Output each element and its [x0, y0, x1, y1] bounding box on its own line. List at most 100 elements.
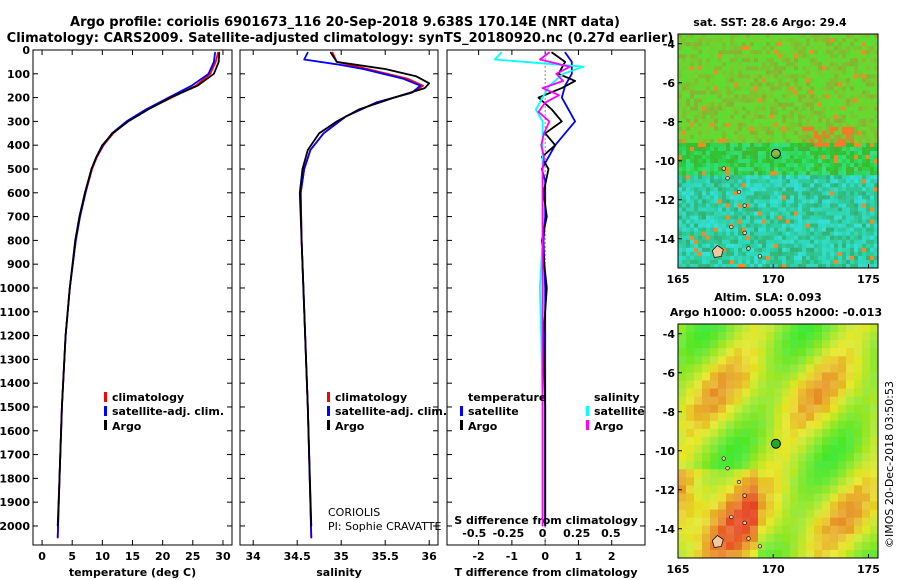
- map-cell: [686, 42, 691, 47]
- map-cell: [702, 356, 711, 365]
- map-cell: [794, 94, 799, 99]
- map-cell: [730, 46, 735, 51]
- map-cell: [850, 122, 855, 128]
- map-cell: [702, 142, 707, 148]
- map-cell: [806, 195, 811, 200]
- map-cell: [686, 223, 691, 229]
- map-cell: [758, 142, 763, 148]
- map-cell: [782, 171, 787, 176]
- map-cell: [710, 501, 719, 510]
- x-axis-label: salinity: [316, 566, 362, 579]
- map-cell: [778, 259, 783, 265]
- map-cell: [826, 215, 831, 220]
- map-cell: [766, 380, 775, 389]
- data-point: [78, 215, 81, 218]
- map-cell: [734, 493, 743, 502]
- map-cell: [754, 42, 759, 47]
- map-cell: [762, 235, 767, 241]
- map-cell: [814, 215, 819, 220]
- sla-map: 165 170 175-4-6-8-10-12-14: [655, 323, 880, 576]
- map-cell: [734, 187, 739, 192]
- map-cell: [694, 90, 699, 95]
- map-cell: [822, 179, 827, 184]
- map-cell: [682, 106, 687, 112]
- map-cell: [758, 364, 767, 373]
- map-cell: [834, 255, 839, 261]
- map-cell: [858, 155, 863, 160]
- map-cell: [782, 340, 791, 349]
- map-cell: [870, 239, 875, 245]
- map-cell: [726, 151, 731, 156]
- map-cell: [706, 130, 711, 136]
- map-cell: [822, 98, 827, 103]
- series-line-climatology: [56, 52, 219, 538]
- map-cell: [714, 146, 719, 152]
- map-cell: [742, 70, 747, 75]
- map-cell: [846, 114, 851, 120]
- map-cell: [758, 62, 763, 67]
- map-cell: [698, 179, 703, 184]
- map-cell: [742, 509, 751, 519]
- map-cell: [822, 493, 831, 502]
- map-cell: [794, 187, 799, 192]
- map-cell: [742, 235, 747, 241]
- map-cell: [870, 167, 875, 172]
- map-cell: [862, 86, 867, 91]
- map-cell: [718, 114, 723, 120]
- map-cell: [806, 259, 811, 265]
- map-cell: [846, 509, 855, 519]
- map-cell: [866, 231, 871, 237]
- map-cell: [766, 436, 775, 446]
- map-cell: [750, 171, 755, 176]
- map-cell: [742, 364, 751, 373]
- map-cell: [814, 122, 819, 128]
- map-cell: [762, 179, 767, 184]
- map-cell: [862, 183, 867, 188]
- map-cell: [854, 118, 859, 124]
- map-cell: [854, 517, 863, 527]
- data-point: [301, 239, 303, 241]
- map-cell: [738, 227, 743, 233]
- map-cell: [694, 187, 699, 192]
- map-cell: [762, 183, 767, 188]
- map-cell: [762, 66, 767, 71]
- map-cell: [810, 74, 815, 79]
- map-cell: [782, 187, 787, 192]
- map-cell: [710, 171, 715, 176]
- map-cell: [726, 445, 735, 454]
- map-cell: [766, 74, 771, 79]
- map-cell: [678, 219, 683, 225]
- map-cell: [778, 215, 783, 220]
- map-cell: [850, 62, 855, 67]
- map-cell: [678, 70, 683, 75]
- map-cell: [714, 191, 719, 196]
- map-cell: [874, 102, 879, 108]
- map-cell: [750, 106, 755, 112]
- map-cell: [810, 163, 815, 168]
- map-cell: [842, 163, 847, 168]
- map-cell: [842, 134, 847, 140]
- map-cell: [790, 340, 799, 349]
- map-cell: [814, 142, 819, 148]
- map-cell: [846, 62, 851, 67]
- map-cell: [790, 372, 799, 381]
- map-cell: [806, 428, 815, 438]
- map-cell: [814, 163, 819, 168]
- map-cell: [702, 66, 707, 71]
- map-cell: [726, 239, 731, 245]
- map-cell: [798, 74, 803, 79]
- map-cell: [838, 445, 847, 454]
- map-cell: [834, 151, 839, 156]
- map-cell: [742, 211, 747, 216]
- map-cell: [686, 102, 691, 108]
- map-cell: [770, 159, 775, 164]
- map-cell: [874, 199, 879, 204]
- map-cell: [718, 364, 727, 373]
- island-icon: [757, 544, 763, 549]
- map-cell: [750, 175, 755, 180]
- map-cell: [798, 163, 803, 168]
- map-cell: [682, 215, 687, 220]
- map-cell: [678, 167, 683, 172]
- map-cell: [694, 227, 699, 233]
- map-cell: [678, 263, 683, 269]
